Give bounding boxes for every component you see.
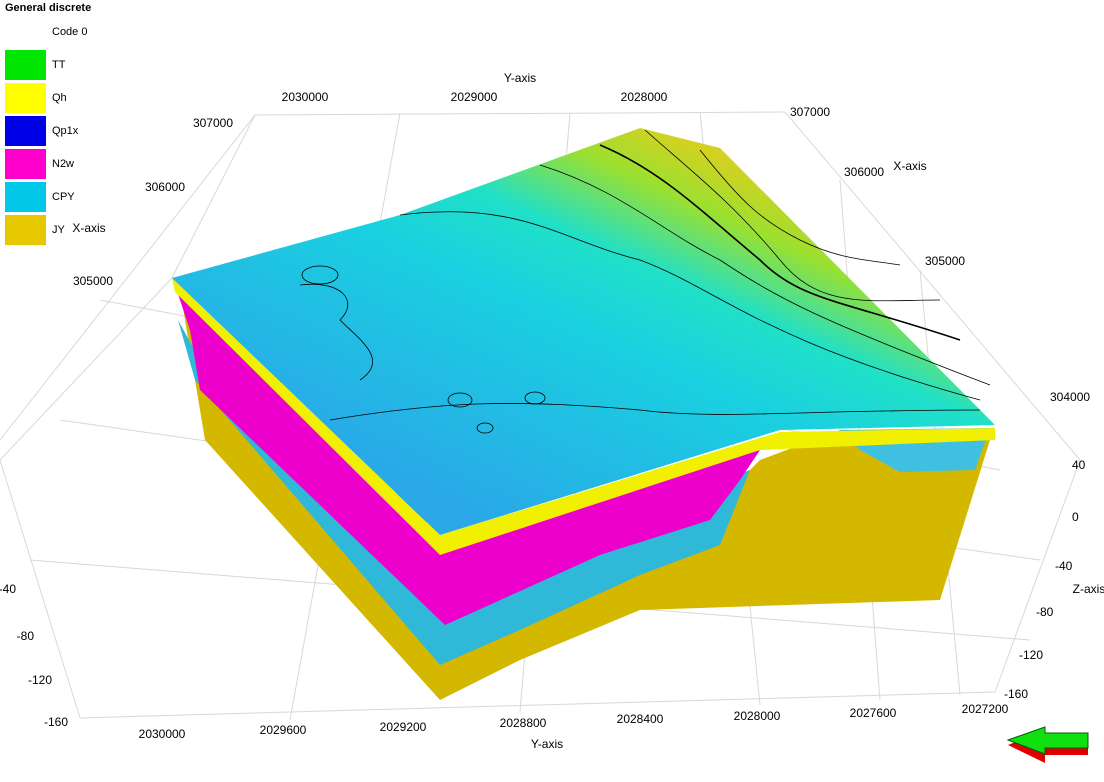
legend: General discrete Code 0 TT Qh Qp1x N2w CPY JY <box>5 2 91 245</box>
tick-label: 2027600 <box>850 706 897 720</box>
tick-label: 2028000 <box>621 90 668 104</box>
surface <box>172 128 995 535</box>
legend-swatch <box>5 182 46 212</box>
tick-label: -160 <box>44 715 68 729</box>
tick-label: 2027200 <box>962 702 1009 716</box>
tick-label: 2028000 <box>734 709 781 723</box>
arrow <box>1006 726 1089 755</box>
legend-label: Qp1x <box>52 125 79 137</box>
legend-swatch <box>5 116 46 146</box>
tick-label: 304000 <box>1050 390 1090 404</box>
tick-label: -40 <box>1055 559 1073 573</box>
layer-qh <box>172 278 995 555</box>
contours <box>299 129 991 434</box>
tick-label: 2028400 <box>617 712 664 726</box>
layer-n2w <box>175 285 760 625</box>
tick-label: -120 <box>28 673 52 687</box>
tick-label: 2030000 <box>139 727 186 741</box>
tick-label: 2030000 <box>282 90 329 104</box>
legend-label: TT <box>52 59 66 71</box>
legend-label: JY <box>52 224 66 236</box>
tick-label: 40 <box>1072 458 1086 472</box>
axes: Y-axis 2030000 2029000 2028000 X-axis 307000 3… <box>0 71 1104 751</box>
legend-label: Code 0 <box>52 26 87 38</box>
tick-label: -80 <box>1036 605 1054 619</box>
legend-swatch <box>5 149 46 179</box>
tick-label: 2029200 <box>380 720 427 734</box>
tick-label: 2029000 <box>451 90 498 104</box>
tick-label: 305000 <box>925 254 965 268</box>
tick-label: -80 <box>17 629 35 643</box>
geological-block <box>172 128 995 700</box>
legend-label: CPY <box>52 191 75 203</box>
tick-label: 305000 <box>73 274 113 288</box>
legend-swatch <box>5 83 46 113</box>
tick-label: 306000 <box>145 180 185 194</box>
axis-label: X-axis <box>72 221 105 235</box>
legend-label: N2w <box>52 158 74 170</box>
legend-swatch <box>5 17 46 47</box>
tick-label: 307000 <box>193 116 233 130</box>
axis-label: X-axis <box>893 159 926 173</box>
axis-label: Y-axis <box>504 71 536 85</box>
legend-label: Qh <box>52 92 67 104</box>
tick-label: -40 <box>0 582 16 596</box>
legend-swatch <box>5 50 46 80</box>
legend-title: General discrete <box>5 2 91 14</box>
tick-label: 2028800 <box>500 716 547 730</box>
axis-label: Z-axis <box>1073 582 1104 596</box>
legend-swatch <box>5 215 46 245</box>
tick-label: 0 <box>1072 510 1079 524</box>
axis-label: Y-axis <box>531 737 563 751</box>
layer-cpy <box>178 320 750 665</box>
tick-label: -160 <box>1004 687 1028 701</box>
tick-label: -120 <box>1019 648 1043 662</box>
tick-label: 2029600 <box>260 723 307 737</box>
view-arrow[interactable] <box>1006 726 1089 763</box>
tick-label: 306000 <box>844 165 884 179</box>
tick-label: 307000 <box>790 105 830 119</box>
